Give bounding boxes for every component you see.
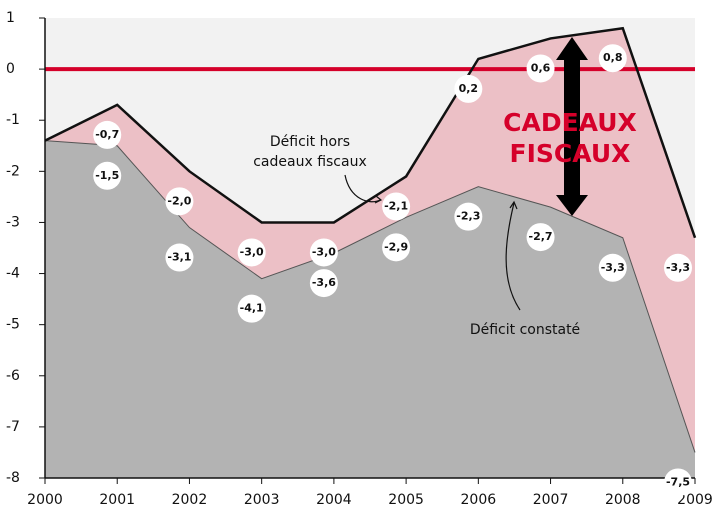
- data-label: -2,1: [384, 199, 408, 212]
- pointer-head: [509, 200, 518, 210]
- label-badge: [526, 54, 555, 83]
- y-tick-label: -2: [6, 163, 20, 179]
- annotation: FISCAUX: [510, 139, 631, 168]
- area: [45, 28, 695, 453]
- y-tick-label: -6: [6, 368, 20, 384]
- annotation: cadeaux fiscaux: [253, 154, 367, 170]
- label-badge: [165, 187, 194, 216]
- y-tick-label: -1: [6, 112, 20, 128]
- label-badge: [382, 192, 411, 221]
- x-tick-label: 2005: [388, 492, 424, 508]
- annotation: Déficit constaté: [470, 322, 580, 338]
- pointer: [344, 174, 381, 203]
- data-label: 0,8: [603, 51, 623, 64]
- data-label: -3,0: [240, 245, 264, 258]
- x-tick-label: 2002: [172, 492, 208, 508]
- x-tick-label: 2008: [605, 492, 641, 508]
- x-tick-label: 2009: [677, 492, 713, 508]
- line: [44, 26, 697, 239]
- pointer: [505, 202, 521, 311]
- area: [45, 140, 695, 478]
- x-tick-label: 2000: [27, 492, 63, 508]
- label-badge: [526, 223, 555, 252]
- y-tick-label: -8: [6, 470, 20, 486]
- label-badge: [237, 294, 266, 323]
- y-tick-label: -7: [6, 419, 20, 435]
- data-label: -1,5: [95, 169, 119, 182]
- x-tick-label: 2003: [244, 492, 280, 508]
- data-label: -3,3: [666, 261, 690, 274]
- data-label: -7,5: [666, 475, 690, 488]
- x-tick-label: 2004: [316, 492, 352, 508]
- y-tick-label: -4: [6, 266, 20, 282]
- label-badge: [664, 253, 692, 282]
- label-badge: [309, 269, 338, 298]
- y-tick-label: 0: [6, 61, 15, 77]
- data-label: -3,3: [601, 261, 625, 274]
- label-badge: [598, 44, 627, 73]
- label-badge: [664, 468, 692, 497]
- label-badge: [237, 238, 266, 267]
- y-tick-label: -3: [6, 214, 20, 230]
- double-arrow: [556, 37, 588, 216]
- data-label: -3,6: [312, 276, 336, 289]
- label-badge: [454, 202, 483, 231]
- pointer-head: [374, 195, 383, 204]
- plot: -8 -7 -6 -5 -4 -3 -2 -1 0 1 2000 2001 2002 2003 2004 20…: [6, 10, 713, 508]
- data-label: 0,2: [459, 82, 479, 95]
- data-label: -2,3: [456, 210, 480, 223]
- data-label: -2,7: [529, 230, 553, 243]
- label-badge: [309, 238, 338, 267]
- label-badge: [93, 120, 122, 149]
- y-tick-label: -5: [6, 317, 20, 333]
- x-tick-label: 2007: [533, 492, 569, 508]
- data-label: 0,6: [531, 61, 551, 74]
- line: [44, 140, 696, 453]
- data-label: -4,1: [240, 302, 264, 315]
- label-badge: [454, 74, 483, 103]
- overlay: Déficit hors cadeaux fiscaux Déficit con…: [253, 37, 637, 338]
- data-label: -2,0: [167, 194, 191, 207]
- x-tick-label: 2001: [99, 492, 135, 508]
- label-badge: [93, 161, 122, 190]
- data-label: -3,0: [312, 245, 336, 258]
- label-badge: [165, 243, 194, 272]
- label-badge: [382, 233, 411, 262]
- label-badge: [598, 253, 627, 282]
- annotation: CADEAUX: [503, 108, 637, 137]
- y-tick-label: 1: [6, 10, 15, 26]
- data-label: -0,7: [95, 128, 119, 141]
- data-label: -2,9: [384, 240, 408, 253]
- annotation: Déficit hors: [270, 134, 350, 150]
- x-tick-label: 2006: [461, 492, 497, 508]
- data-label: -3,1: [167, 251, 191, 264]
